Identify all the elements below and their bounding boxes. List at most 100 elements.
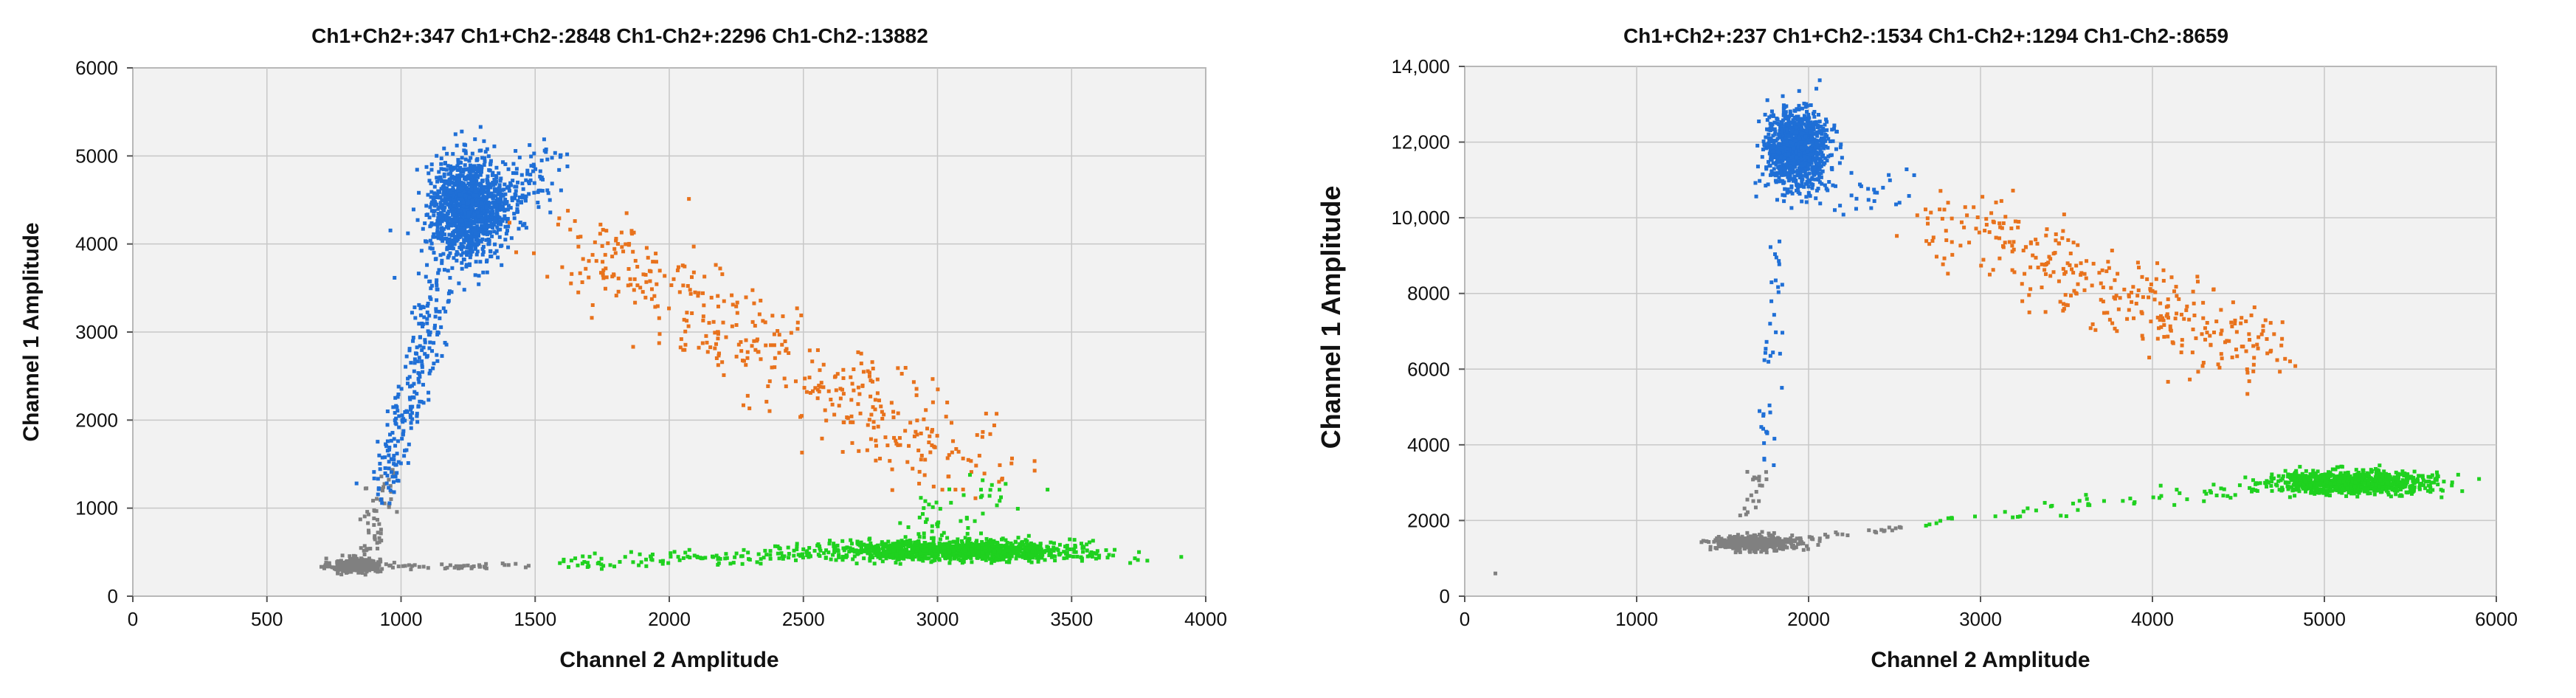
data-point [804, 390, 809, 394]
data-point [1783, 170, 1787, 174]
data-point [494, 249, 499, 253]
data-point [789, 331, 793, 335]
data-point [446, 226, 451, 230]
data-point [637, 563, 641, 567]
data-point [455, 252, 460, 256]
data-point [415, 420, 420, 424]
data-point [930, 524, 934, 528]
data-point [443, 213, 447, 218]
data-point [718, 266, 722, 271]
data-point [713, 346, 717, 350]
data-point [1015, 506, 1020, 511]
data-point [442, 208, 446, 212]
data-point [913, 542, 917, 546]
data-point [612, 564, 617, 569]
data-point [1754, 490, 1758, 494]
data-point [532, 251, 536, 255]
data-point [1817, 120, 1822, 124]
data-point [418, 313, 423, 317]
data-point [682, 317, 686, 322]
data-point [890, 488, 894, 492]
data-point [427, 390, 431, 395]
data-point [850, 381, 854, 386]
data-point [553, 151, 557, 155]
data-point [365, 486, 369, 491]
data-point [529, 154, 533, 159]
data-point [426, 329, 430, 334]
data-point [849, 398, 854, 402]
data-point [410, 417, 415, 421]
data-point [964, 554, 968, 559]
data-point [457, 182, 462, 186]
data-point [953, 488, 958, 492]
data-point [900, 553, 905, 557]
y-tick-label: 4000 [75, 233, 118, 255]
data-point [914, 387, 919, 391]
data-point [980, 540, 984, 545]
data-point [514, 250, 519, 255]
data-point [456, 194, 460, 198]
data-point [1754, 538, 1758, 542]
data-point [438, 215, 442, 220]
data-point [410, 411, 414, 415]
data-point [633, 300, 638, 305]
data-point [691, 270, 696, 274]
data-point [1785, 545, 1789, 550]
x-tick-label: 1500 [514, 608, 556, 630]
data-point [455, 201, 459, 205]
data-point [755, 560, 759, 564]
data-point [407, 375, 412, 379]
data-point [877, 546, 881, 550]
data-point [387, 564, 392, 568]
data-point [373, 569, 378, 573]
data-point [911, 550, 915, 554]
data-point [1761, 139, 1766, 144]
data-point [438, 316, 442, 320]
data-point [856, 385, 860, 390]
data-point [917, 469, 922, 474]
data-point [1067, 554, 1071, 559]
data-point [669, 554, 673, 559]
data-point [418, 344, 422, 348]
data-point [954, 447, 959, 452]
data-point [477, 282, 481, 286]
data-point [1734, 545, 1738, 550]
data-point [867, 374, 871, 379]
data-point [959, 545, 963, 549]
data-point [873, 407, 877, 412]
data-point [1753, 534, 1758, 539]
data-point [421, 401, 426, 405]
chart-panel-2: Ch1+Ch2+:237 Ch1+Ch2-:1534 Ch1-Ch2+:1294… [1299, 0, 2576, 698]
data-point [550, 156, 554, 160]
data-point [372, 476, 376, 480]
data-point [435, 153, 439, 158]
data-point [456, 232, 460, 236]
data-point [768, 549, 773, 553]
data-point [1040, 556, 1044, 560]
data-point [471, 230, 475, 235]
data-point [824, 418, 829, 423]
data-point [744, 363, 748, 367]
data-point [1726, 545, 1730, 549]
data-point [382, 501, 387, 505]
data-point [1724, 540, 1729, 545]
data-point [457, 235, 462, 240]
data-point [916, 532, 921, 536]
data-point [451, 187, 455, 192]
data-point [339, 559, 343, 563]
data-point [1049, 555, 1054, 559]
data-point [449, 204, 453, 209]
data-point [479, 214, 483, 218]
data-point [689, 275, 694, 280]
data-point [441, 239, 445, 243]
data-point [739, 349, 744, 353]
data-point [1736, 541, 1740, 545]
data-point [930, 505, 935, 509]
data-point [377, 536, 381, 540]
data-point [415, 412, 419, 416]
data-point [1030, 549, 1035, 553]
data-point [1047, 551, 1052, 556]
data-point [701, 318, 705, 322]
data-point [425, 212, 429, 217]
data-point [714, 263, 718, 267]
